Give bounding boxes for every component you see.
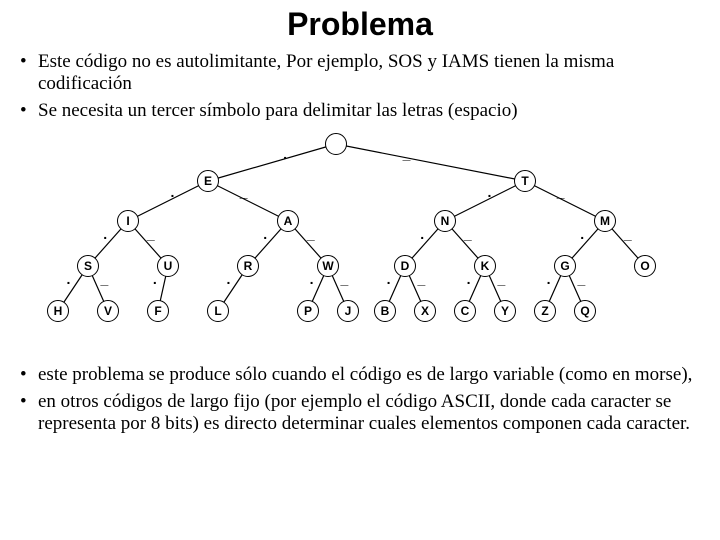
edge-dot-label: . <box>66 271 70 287</box>
tree-node-p: P <box>297 300 319 322</box>
edge-dash-label: _ <box>403 146 411 162</box>
edge-dot-label: . <box>103 226 107 242</box>
tree-node-x: X <box>414 300 436 322</box>
tree-node-l: L <box>207 300 229 322</box>
bullet-item: Este código no es autolimitante, Por eje… <box>20 51 700 96</box>
tree-node-n: N <box>434 210 456 232</box>
bottom-bullets: este problema se produce sólo cuando el … <box>0 356 720 435</box>
tree-node-t: T <box>514 170 536 192</box>
edge-dash-label: _ <box>497 271 505 287</box>
edge-dot-label: . <box>170 184 174 200</box>
edge-dot-label: . <box>310 271 314 287</box>
edge-dash-label: _ <box>147 226 155 242</box>
tree-node-r: R <box>237 255 259 277</box>
edge-dot-label: . <box>487 184 491 200</box>
tree-node-z: Z <box>534 300 556 322</box>
edge-dot-label: . <box>467 271 471 287</box>
edge-dash-label: _ <box>577 271 585 287</box>
edge-dot-label: . <box>387 271 391 287</box>
edge-dash-label: _ <box>307 226 315 242</box>
edge-dash-label: _ <box>417 271 425 287</box>
tree-node-s: S <box>77 255 99 277</box>
edge-dash-label: _ <box>100 271 108 287</box>
edge-dot-label: . <box>153 271 157 287</box>
bullet-item: Se necesita un tercer símbolo para delim… <box>20 100 700 122</box>
tree-node-m: M <box>594 210 616 232</box>
tree-node-j: J <box>337 300 359 322</box>
edge-dot-label: . <box>263 226 267 242</box>
tree-node-k: K <box>474 255 496 277</box>
tree-node-c: C <box>454 300 476 322</box>
tree-node-w: W <box>317 255 339 277</box>
tree-node-root <box>325 133 347 155</box>
morse-tree-diagram: . _. _. _. _. _. _. _. _... _. _. _. _ E T I A N M S U R W D K G O… <box>0 126 720 356</box>
tree-node-g: G <box>554 255 576 277</box>
edge-dash-label: _ <box>340 271 348 287</box>
edge-dash-label: _ <box>557 184 565 200</box>
edge-dot-label: . <box>547 271 551 287</box>
edge-dot-label: . <box>226 271 230 287</box>
tree-node-o: O <box>634 255 656 277</box>
top-bullets: Este código no es autolimitante, Por eje… <box>0 43 720 122</box>
tree-node-y: Y <box>494 300 516 322</box>
edge-dot-label: . <box>283 146 287 162</box>
edge-dash-label: _ <box>624 226 632 242</box>
tree-node-u: U <box>157 255 179 277</box>
tree-node-d: D <box>394 255 416 277</box>
tree-node-i: I <box>117 210 139 232</box>
tree-node-v: V <box>97 300 119 322</box>
tree-node-e: E <box>197 170 219 192</box>
tree-node-f: F <box>147 300 169 322</box>
tree-node-q: Q <box>574 300 596 322</box>
edge-dot-label: . <box>420 226 424 242</box>
edge-dot-label: . <box>580 226 584 242</box>
page-title: Problema <box>0 0 720 43</box>
bullet-item: en otros códigos de largo fijo (por ejem… <box>20 391 700 436</box>
tree-node-a: A <box>277 210 299 232</box>
edge-dash-label: _ <box>240 184 248 200</box>
bullet-item: este problema se produce sólo cuando el … <box>20 364 700 386</box>
tree-node-h: H <box>47 300 69 322</box>
edge-dash-label: _ <box>464 226 472 242</box>
tree-node-b: B <box>374 300 396 322</box>
